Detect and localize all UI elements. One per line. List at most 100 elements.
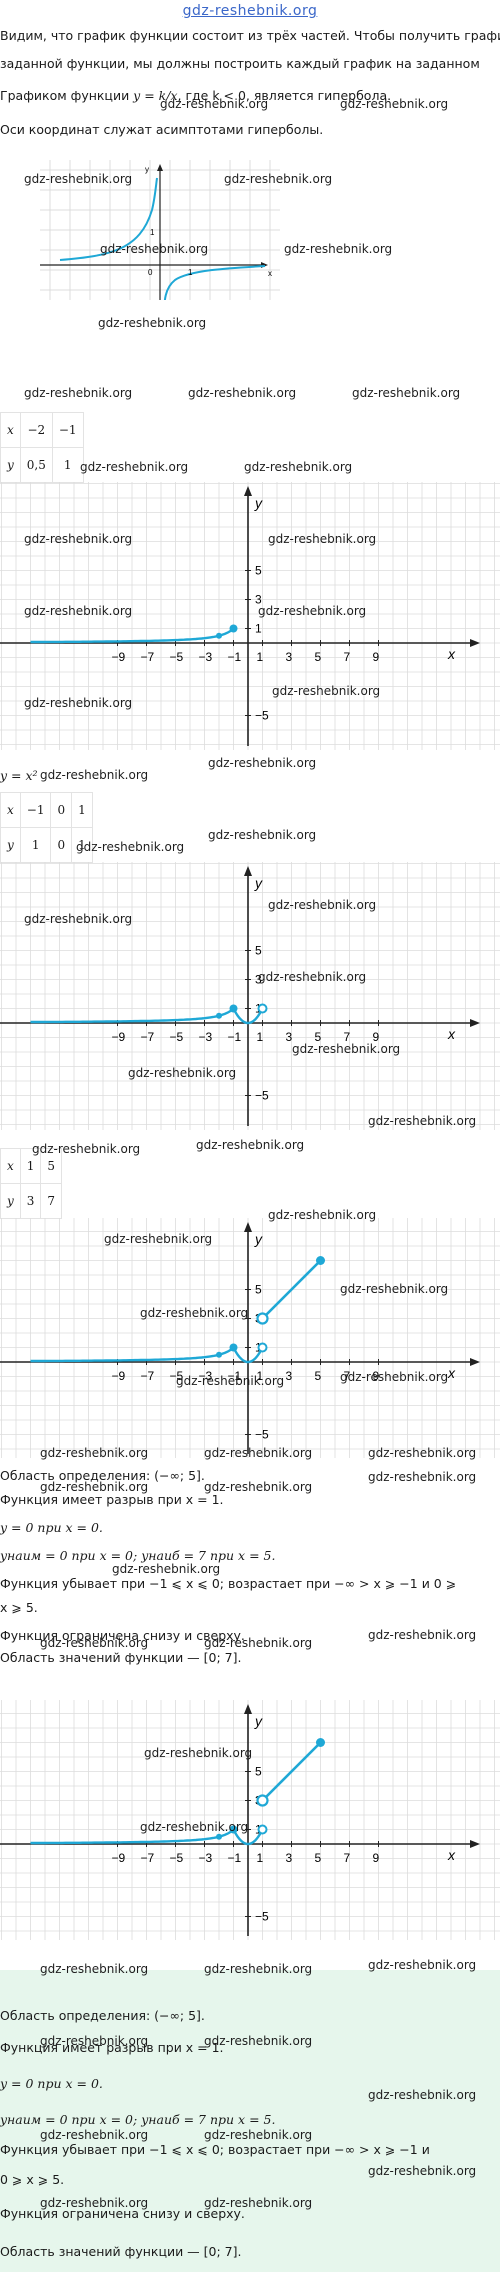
intro-line-3-prefix: Графиком функции — [0, 88, 134, 103]
curve-hyperbola — [30, 1007, 235, 1024]
hyperbola-branch-right — [163, 265, 266, 300]
analysis-break: Функция имеет разрыв при x = 1. — [0, 1492, 224, 1507]
watermark: gdz-reshebnik.org — [204, 1480, 313, 1494]
watermark: gdz-reshebnik.org — [258, 970, 367, 984]
answer-break: Функция имеет разрыв при x = 1. — [0, 2040, 224, 2055]
x-axis-arrow — [470, 1019, 480, 1027]
x-tick-label: 9 — [373, 1030, 380, 1044]
watermark: gdz-reshebnik.org — [40, 768, 149, 782]
x-axis-label: x — [447, 646, 456, 662]
watermark: gdz-reshebnik.org — [40, 2034, 149, 2048]
y-axis-arrow — [244, 486, 252, 496]
x-tick-label: −1 — [228, 650, 242, 664]
hyperbola-branch-left — [59, 177, 158, 261]
x-tick-label: −9 — [112, 650, 126, 664]
x-tick-label: 1 — [257, 1030, 264, 1044]
watermark: gdz-reshebnik.org — [204, 1962, 313, 1976]
x-tick-label: −5 — [170, 1030, 184, 1044]
watermark: gdz-reshebnik.org — [40, 1480, 149, 1494]
data-point — [216, 1012, 222, 1019]
analysis-monotone-2: x ⩾ 5. — [0, 1600, 38, 1615]
watermark: gdz-reshebnik.org — [258, 604, 367, 618]
table-cell: 1 — [71, 792, 93, 828]
answer-monotone-2: 0 ⩾ x ⩾ 5. — [0, 2172, 65, 2187]
x-tick-label: 9 — [373, 650, 380, 664]
x-axis-label: x — [447, 1365, 456, 1381]
values-table-3: x 1 5 y 3 7 — [0, 1148, 63, 1219]
hyperbola-y-arrow — [157, 164, 163, 171]
y-tick-label: −5 — [255, 1428, 269, 1442]
watermark: gdz-reshebnik.org — [104, 1232, 213, 1246]
watermark: gdz-reshebnik.org — [204, 1446, 313, 1460]
y-axis-arrow — [244, 1222, 252, 1232]
x-tick-label: 7 — [344, 1369, 351, 1383]
watermark: gdz-reshebnik.org — [268, 532, 377, 546]
watermark: gdz-reshebnik.org — [268, 1208, 377, 1222]
watermark: gdz-reshebnik.org — [24, 386, 133, 400]
watermark: gdz-reshebnik.org — [24, 532, 133, 546]
watermark: gdz-reshebnik.org — [368, 2088, 477, 2102]
watermark: gdz-reshebnik.org — [272, 684, 381, 698]
watermark: gdz-reshebnik.org — [204, 2128, 313, 2142]
watermark: gdz-reshebnik.org — [76, 840, 185, 854]
answer-monotone-1: Функция убывает при −1 ⩽ x ⩽ 0; возраста… — [0, 2142, 430, 2157]
watermark: gdz-reshebnik.org — [128, 1066, 237, 1080]
table-cell: y — [0, 447, 21, 483]
table-cell: 1 — [19, 827, 52, 863]
open-point — [257, 1824, 268, 1835]
y-tick-label: 5 — [255, 1765, 262, 1779]
y-tick-label: 3 — [255, 593, 262, 607]
data-point — [316, 1738, 325, 1747]
x-tick-label: −5 — [170, 1851, 184, 1865]
y-tick-label: −5 — [255, 1089, 269, 1103]
watermark: gdz-reshebnik.org — [24, 604, 133, 618]
watermark: gdz-reshebnik.org — [204, 2196, 313, 2210]
watermark: gdz-reshebnik.org — [100, 242, 209, 256]
x-tick-label: 5 — [315, 650, 322, 664]
watermark: gdz-reshebnik.org — [188, 386, 297, 400]
watermark: gdz-reshebnik.org — [340, 1370, 449, 1384]
hyperbola-zero-label: 0 — [148, 268, 153, 277]
y-axis-label: y — [254, 495, 263, 511]
data-point — [216, 632, 222, 639]
x-tick-label: −9 — [112, 1851, 126, 1865]
y-axis-arrow — [244, 866, 252, 876]
watermark: gdz-reshebnik.org — [24, 696, 133, 710]
x-tick-label: 3 — [286, 1030, 293, 1044]
table-cell: 0 — [50, 792, 73, 828]
y-tick-label: 5 — [255, 944, 262, 958]
table-cell: 7 — [40, 1183, 63, 1219]
x-axis-arrow — [470, 639, 480, 647]
watermark: gdz-reshebnik.org — [112, 1562, 221, 1576]
open-point — [257, 1003, 268, 1014]
analysis-monotone-1: Функция убывает при −1 ⩽ x ⩽ 0; возраста… — [0, 1576, 457, 1591]
site-link[interactable]: gdz-reshebnik.org — [182, 3, 318, 19]
table-cell: x — [0, 1148, 21, 1184]
answer-block — [0, 1970, 500, 2272]
curve-parabola — [232, 1346, 264, 1364]
y-tick-label: −5 — [255, 709, 269, 723]
table-cell: 5 — [40, 1148, 63, 1184]
x-tick-label: −9 — [112, 1030, 126, 1044]
answer-zero: y = 0 при x = 0. — [0, 2076, 103, 2091]
watermark: gdz-reshebnik.org — [40, 2128, 149, 2142]
watermark: gdz-reshebnik.org — [268, 898, 377, 912]
table-cell: y — [0, 1183, 21, 1219]
watermark: gdz-reshebnik.org — [208, 828, 317, 842]
table-cell: y — [0, 827, 21, 863]
x-tick-label: −3 — [199, 1369, 213, 1383]
open-point — [257, 1342, 268, 1353]
intro-line-3-suffix: , где k < 0, является гипербола. — [177, 88, 392, 103]
data-point — [216, 1833, 222, 1840]
watermark: gdz-reshebnik.org — [340, 97, 449, 111]
y-axis-arrow — [244, 1704, 252, 1714]
x-tick-label: 3 — [286, 1851, 293, 1865]
watermark: gdz-reshebnik.org — [98, 316, 207, 330]
table-row: x 1 5 — [0, 1148, 63, 1184]
watermark: gdz-reshebnik.org — [140, 1820, 249, 1834]
x-tick-label: 7 — [344, 1851, 351, 1865]
x-tick-label: 5 — [315, 1369, 322, 1383]
table-cell: 1 — [51, 447, 84, 483]
